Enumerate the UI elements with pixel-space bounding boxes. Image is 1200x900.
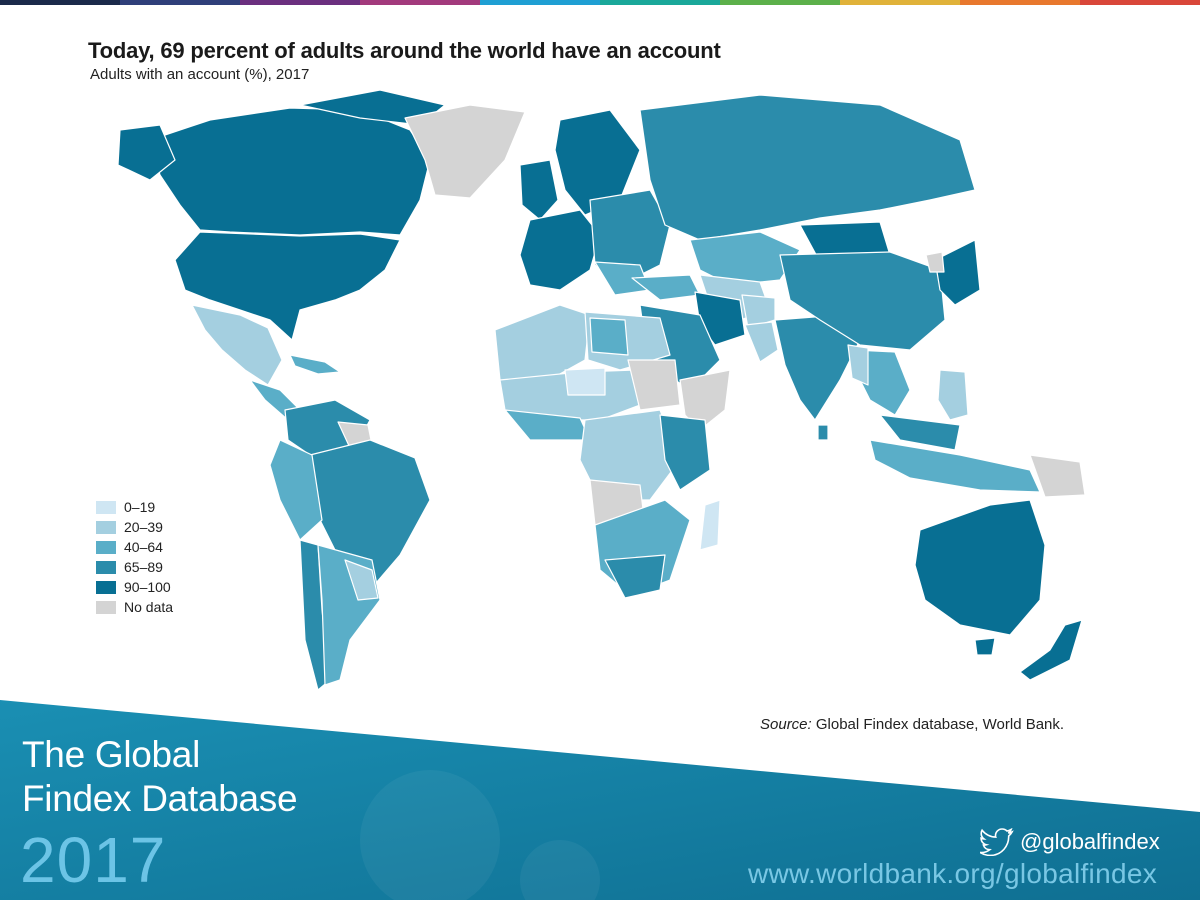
region-horn xyxy=(679,369,731,431)
region-south-africa xyxy=(604,554,666,599)
region-madagascar xyxy=(699,499,721,551)
region-sri-lanka xyxy=(817,424,829,441)
region-pakistan xyxy=(744,321,779,363)
world-choropleth-map xyxy=(117,90,1086,691)
legend-swatch xyxy=(96,540,116,554)
region-paraguay-uruguay xyxy=(344,559,379,601)
legend-item-40-64: 40–64 xyxy=(96,537,173,557)
twitter-bird-icon xyxy=(980,828,1014,856)
region-china xyxy=(779,251,946,351)
map-subtitle: Adults with an account (%), 2017 xyxy=(90,66,310,83)
region-russia xyxy=(639,94,976,241)
legend-label: 40–64 xyxy=(124,539,163,555)
region-canada xyxy=(149,107,431,236)
twitter-handle[interactable]: @globalfindex xyxy=(980,828,1160,856)
legend-swatch xyxy=(96,500,116,514)
legend-label: 20–39 xyxy=(124,519,163,535)
map-legend: 0–19 20–39 40–64 65–89 90–100 No data xyxy=(96,497,173,617)
legend-swatch xyxy=(96,520,116,534)
source-text: Global Findex database, World Bank. xyxy=(811,716,1065,733)
region-libya xyxy=(589,317,629,356)
source-label: Source: xyxy=(760,716,812,733)
region-new-zealand xyxy=(1019,619,1083,681)
region-caribbean xyxy=(289,354,341,375)
region-mexico xyxy=(191,304,283,386)
legend-item-0-19: 0–19 xyxy=(96,497,173,517)
website-link[interactable]: www.worldbank.org/globalfindex xyxy=(748,858,1157,889)
region-greenland xyxy=(404,104,526,199)
region-alaska xyxy=(117,124,176,181)
region-central-africa xyxy=(579,409,681,501)
region-north-korea xyxy=(925,251,945,273)
top-color-bar xyxy=(0,0,1200,5)
region-western-europe xyxy=(519,209,601,291)
legend-label: 0–19 xyxy=(124,499,156,515)
legend-label: 65–89 xyxy=(124,559,163,575)
legend-item-no-data: No data xyxy=(96,597,173,617)
region-tasmania xyxy=(974,637,996,656)
legend-swatch xyxy=(96,600,116,614)
source-note: Source: Global Findex database, World Ba… xyxy=(760,716,1064,733)
brand-line-2: Findex Database xyxy=(22,778,298,819)
legend-swatch xyxy=(96,560,116,574)
region-usa xyxy=(174,231,401,341)
region-indonesia xyxy=(869,439,1041,493)
region-malaysia xyxy=(879,414,961,451)
region-iceland-uk xyxy=(519,159,559,221)
legend-item-20-39: 20–39 xyxy=(96,517,173,537)
region-sudan xyxy=(627,359,681,411)
region-korea-japan xyxy=(934,239,981,306)
legend-item-65-89: 65–89 xyxy=(96,557,173,577)
region-niger xyxy=(564,367,606,396)
brand-line-1: The Global xyxy=(22,734,200,775)
map-title: Today, 69 percent of adults around the w… xyxy=(88,38,721,63)
region-philippines xyxy=(937,369,969,421)
brand-year: 2017 xyxy=(20,824,167,896)
twitter-handle-text: @globalfindex xyxy=(1020,829,1160,854)
region-papua xyxy=(1029,454,1086,498)
region-east-africa xyxy=(659,414,711,491)
legend-item-90-100: 90–100 xyxy=(96,577,173,597)
region-australia xyxy=(914,499,1046,636)
legend-swatch xyxy=(96,580,116,594)
legend-label: 90–100 xyxy=(124,579,171,595)
legend-label: No data xyxy=(124,599,174,615)
region-myanmar xyxy=(847,344,869,386)
region-kazakhstan xyxy=(689,231,801,286)
region-eastern-europe xyxy=(589,189,671,286)
